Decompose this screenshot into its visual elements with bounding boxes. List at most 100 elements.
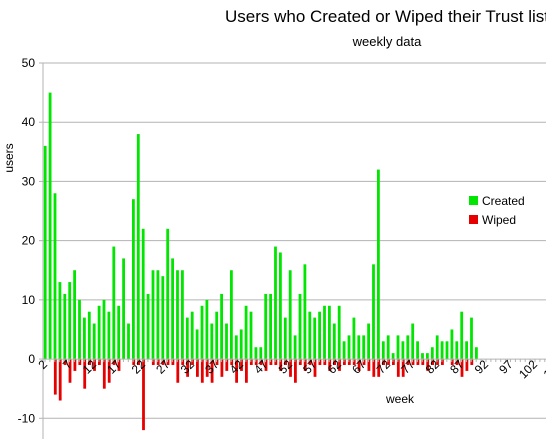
created-bar xyxy=(122,258,125,360)
created-bar xyxy=(352,317,356,360)
created-bar xyxy=(176,270,179,360)
x-tick-label: 72 xyxy=(374,357,394,377)
created-bar xyxy=(48,92,52,360)
created-bar xyxy=(372,264,375,360)
wiped-bar xyxy=(200,359,204,383)
x-tick-label: 42 xyxy=(227,357,247,377)
y-gridlines xyxy=(43,62,546,419)
wiped-bar xyxy=(225,359,229,371)
created-bar xyxy=(426,353,429,360)
wiped-bar xyxy=(210,359,214,383)
created-bar xyxy=(220,293,223,360)
created-bar xyxy=(63,293,67,360)
created-bar xyxy=(205,299,209,360)
wiped-bar xyxy=(68,359,72,383)
x-tick-label: 62 xyxy=(325,357,345,377)
created-bar xyxy=(450,329,454,360)
created-bar xyxy=(435,335,439,360)
wiped-bar xyxy=(117,359,121,371)
created-bar xyxy=(396,335,400,360)
created-bar xyxy=(293,335,297,360)
wiped-bar xyxy=(186,359,189,377)
created-bar xyxy=(239,329,243,360)
wiped-bar xyxy=(372,359,376,377)
created-bar xyxy=(151,270,155,360)
legend-swatch-wiped xyxy=(469,215,478,224)
wiped-bar xyxy=(220,359,224,377)
y-tick-label: 40 xyxy=(22,115,36,129)
legend-swatch-created xyxy=(469,196,478,205)
wiped-bar xyxy=(156,359,160,365)
created-bar xyxy=(230,270,233,360)
created-bar xyxy=(308,311,312,360)
chart-title: Users who Created or Wiped their Trust l… xyxy=(225,7,546,26)
created-bar xyxy=(357,335,361,360)
x-tick-label: 82 xyxy=(423,357,443,377)
y-tick-label: 0 xyxy=(28,352,35,366)
created-bar xyxy=(470,317,473,360)
wiped-bar xyxy=(338,359,341,371)
wiped-bar xyxy=(279,359,283,371)
created-bar xyxy=(274,246,277,360)
x-tick-label: 107 xyxy=(541,357,546,381)
created-bar xyxy=(166,228,170,360)
created-bar xyxy=(156,270,160,360)
created-bar xyxy=(416,341,419,360)
created-bar xyxy=(391,353,395,360)
created-bar xyxy=(200,305,204,360)
created-bar xyxy=(298,293,302,360)
created-bar xyxy=(411,323,415,360)
wiped-bar xyxy=(294,359,297,383)
x-axis-label: week xyxy=(385,392,415,406)
x-tick-label: 22 xyxy=(129,357,149,377)
wiped-bar xyxy=(426,359,430,371)
created-bar xyxy=(73,270,76,360)
axes xyxy=(39,62,546,439)
created-bar xyxy=(445,341,449,360)
created-bar xyxy=(87,311,91,360)
x-tick-label: 12 xyxy=(80,357,100,377)
y-tick-label: -10 xyxy=(18,411,36,425)
created-bar xyxy=(43,145,47,360)
created-bar xyxy=(102,299,106,360)
created-bar xyxy=(141,228,145,360)
x-tick-label: 27 xyxy=(153,357,173,377)
wiped-bar xyxy=(465,359,469,371)
created-bar xyxy=(377,169,380,360)
created-bar xyxy=(132,199,135,360)
created-bar xyxy=(215,311,219,360)
wiped-bar xyxy=(303,359,307,371)
wiped-bar xyxy=(313,359,317,377)
wiped-bar xyxy=(73,359,77,371)
y-tick-label: 20 xyxy=(22,234,36,248)
created-bar xyxy=(328,305,331,360)
created-bar xyxy=(332,323,336,360)
created-bar xyxy=(259,347,263,360)
chart-subtitle: weekly data xyxy=(352,34,422,49)
created-bar xyxy=(249,311,253,360)
created-bar xyxy=(465,341,468,360)
x-tick-label: 87 xyxy=(447,357,467,377)
legend-label-created: Created xyxy=(482,194,525,208)
wiped-bar xyxy=(132,359,136,365)
x-tick-label: 102 xyxy=(516,357,540,381)
created-bar xyxy=(244,305,248,360)
x-tick-label: 52 xyxy=(276,357,296,377)
y-axis-label: users xyxy=(2,143,16,172)
created-bar xyxy=(210,323,214,360)
created-bar xyxy=(430,347,434,360)
created-bar xyxy=(460,311,464,360)
created-bar xyxy=(234,335,238,360)
wiped-bar xyxy=(107,359,111,383)
created-bar xyxy=(269,293,272,360)
created-bar xyxy=(78,299,81,360)
created-bar xyxy=(381,341,385,360)
x-tick-label: 67 xyxy=(349,357,369,377)
wiped-bar xyxy=(53,359,57,395)
created-bar xyxy=(254,347,258,360)
created-bar xyxy=(83,317,86,360)
created-bar xyxy=(440,341,444,360)
created-bar xyxy=(362,335,366,360)
created-bar xyxy=(323,305,326,360)
x-tick-label: 17 xyxy=(104,357,124,377)
